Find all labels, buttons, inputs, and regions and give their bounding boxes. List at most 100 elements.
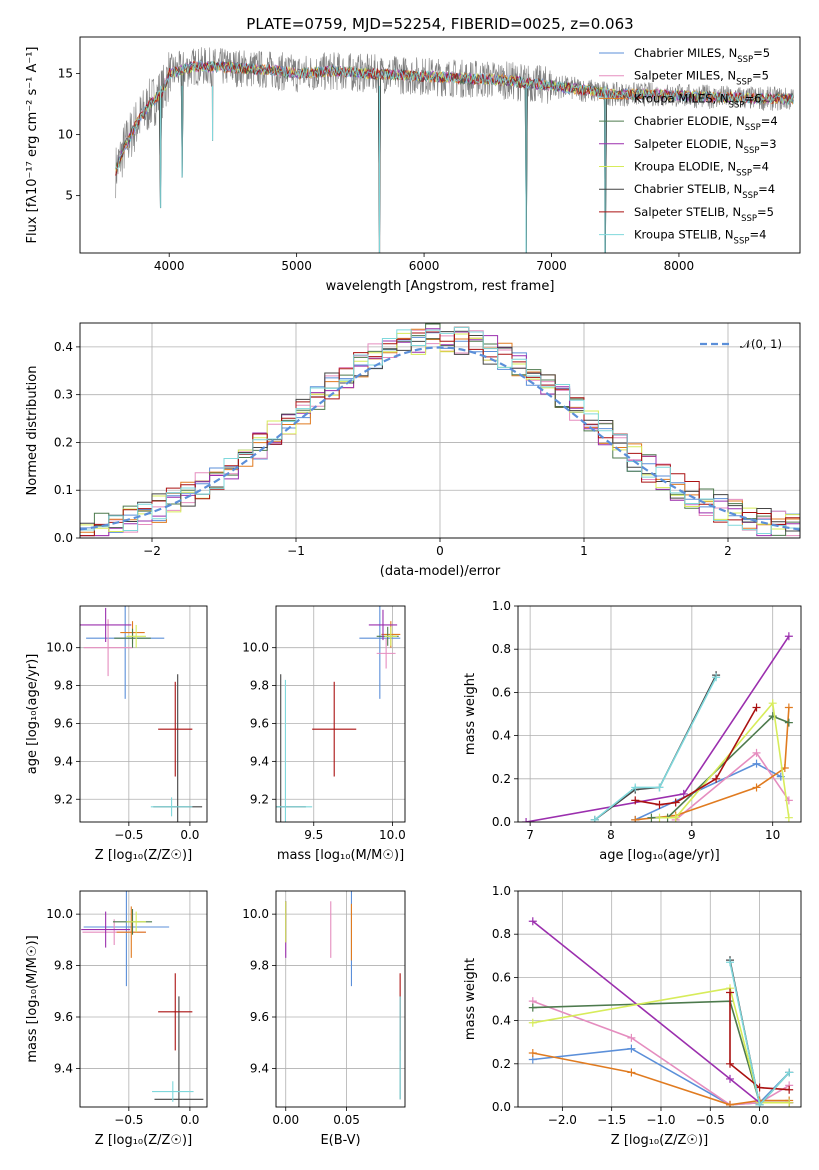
y-tick-label: 0.2 xyxy=(54,435,73,449)
x-tick-label: 10.0 xyxy=(379,828,406,842)
plot-area xyxy=(285,891,401,1100)
x-tick-label: −0.5 xyxy=(114,828,143,842)
series-line xyxy=(594,676,717,821)
plot-area xyxy=(115,47,794,253)
x-tick-label: 0.0 xyxy=(180,1113,199,1127)
model-line-kroupa-stelib xyxy=(115,60,794,170)
y-tick-label: 0.2 xyxy=(492,1057,511,1071)
legend-label: Chabrier ELODIE, NSSP=4 xyxy=(634,114,778,133)
y-tick-label: 15 xyxy=(58,67,73,81)
x-tick-label: −0.5 xyxy=(696,1113,725,1127)
x-tick-label: 6000 xyxy=(409,259,440,273)
legend-label: Salpeter STELIB, NSSP=5 xyxy=(634,205,774,224)
x-axis-label: mass [log₁₀(M/M☉)] xyxy=(277,848,404,863)
y-tick-label: 9.4 xyxy=(54,1061,73,1075)
y-tick-label: 1.0 xyxy=(492,884,511,898)
panel-age-vs-Z: −0.5 0.0 9.2 9.4 9.6 9.8 10.0 Z [log₁₀(Z/Z☉)] ag… xyxy=(25,605,208,863)
x-axis-label: (data-model)/error xyxy=(380,564,501,579)
series-salpeter-miles xyxy=(671,748,793,822)
series-line xyxy=(635,707,790,821)
series-marker xyxy=(768,699,777,708)
series-salpeter-elodie xyxy=(522,632,793,822)
x-tick-label: −1 xyxy=(287,544,305,558)
errorbar-point-kroupa-elodie xyxy=(126,624,146,648)
plot-area xyxy=(528,917,794,1107)
series-kroupa-elodie xyxy=(655,699,793,822)
y-tick-label: 9.6 xyxy=(54,1010,73,1024)
legend-label: 𝒩(0, 1) xyxy=(740,337,782,351)
errorbar-point-chabrier-miles xyxy=(83,891,170,987)
grid-lines xyxy=(276,891,405,1107)
plot-area xyxy=(81,891,204,1107)
series-marker xyxy=(726,1100,735,1107)
series-line xyxy=(532,987,790,1104)
series-marker xyxy=(655,813,664,822)
errorbar-point-kroupa-stelib xyxy=(276,679,313,822)
x-tick-label: 0.05 xyxy=(333,1113,360,1127)
y-axis-label: mass weight xyxy=(463,958,478,1040)
axes-frame xyxy=(517,890,802,1108)
errorbar-point-salpeter-stelib xyxy=(312,681,357,777)
series-kroupa-stelib xyxy=(726,958,794,1107)
series-marker xyxy=(655,800,664,809)
series-marker xyxy=(755,1100,764,1107)
y-tick-label: 9.4 xyxy=(250,1061,269,1075)
series-marker xyxy=(752,783,761,792)
x-tick-label: 0.0 xyxy=(750,1113,769,1127)
series-marker xyxy=(631,815,640,822)
y-tick-label: 5 xyxy=(65,189,73,203)
errorbar-point-salpeter-elodie xyxy=(81,911,131,948)
y-tick-label: 9.4 xyxy=(54,754,73,768)
y-tick-label: 9.8 xyxy=(250,679,269,693)
errorbar-point-salpeter-stelib xyxy=(158,973,193,1051)
axes-frame xyxy=(275,890,406,1108)
y-tick-label: 9.4 xyxy=(250,754,269,768)
y-tick-label: 0.2 xyxy=(492,772,511,786)
series-marker xyxy=(752,703,761,712)
series-marker xyxy=(655,783,664,792)
panel-massweight-vs-Z: −2.0 −1.5 −1.0 −0.5 0.0 0.0 0.2 0.4 0.6 0.8 1.0 Z [… xyxy=(463,884,802,1148)
errorbar-point-salpeter-miles xyxy=(376,638,396,669)
y-tick-label: 10 xyxy=(58,128,73,142)
series-marker xyxy=(631,796,640,805)
y-tick-label: 9.2 xyxy=(54,792,73,806)
x-tick-label: −2 xyxy=(143,544,161,558)
panel-spectrum: 4000 5000 6000 7000 8000 5 10 15 wavelength [Ang… xyxy=(25,36,801,294)
model-line-chabrier-miles xyxy=(115,60,794,253)
y-tick-label: 0.0 xyxy=(492,1100,511,1114)
series-chabrier-miles xyxy=(631,759,785,822)
errorbar-point-kroupa-elodie xyxy=(384,626,398,646)
series-marker xyxy=(528,1018,537,1027)
y-tick-label: 10.0 xyxy=(46,907,73,921)
x-tick-label: 0.00 xyxy=(272,1113,299,1127)
series-kroupa-miles xyxy=(631,703,793,822)
legend-label: Salpeter ELODIE, NSSP=3 xyxy=(634,137,777,156)
y-tick-label: 0.3 xyxy=(54,388,73,402)
x-tick-label: −1.0 xyxy=(646,1113,675,1127)
y-tick-label: 9.2 xyxy=(250,792,269,806)
x-tick-label: −0.5 xyxy=(114,1113,143,1127)
errorbar-point-kroupa-miles xyxy=(116,906,146,958)
legend-label: Chabrier MILES, NSSP=5 xyxy=(634,46,770,65)
axes-frame xyxy=(275,605,406,823)
series-kroupa-stelib xyxy=(590,673,721,822)
x-tick-label: 10 xyxy=(765,828,780,842)
y-tick-label: 0.4 xyxy=(54,340,73,354)
y-tick-label: 9.6 xyxy=(54,716,73,730)
legend: Chabrier MILES, NSSP=5 Salpeter MILES, NS… xyxy=(599,46,778,247)
y-tick-label: 0.0 xyxy=(492,815,511,829)
x-axis-label: wavelength [Angstrom, rest frame] xyxy=(326,279,555,294)
y-tick-label: 0.8 xyxy=(492,642,511,656)
series-marker xyxy=(755,1083,764,1092)
series-marker xyxy=(671,798,680,807)
grid-lines xyxy=(518,605,801,823)
series-line xyxy=(635,707,758,806)
y-tick-label: 9.8 xyxy=(54,679,73,693)
legend-label: Kroupa STELIB, NSSP=4 xyxy=(634,228,766,247)
y-tick-label: 9.6 xyxy=(250,1010,269,1024)
x-tick-label: 8000 xyxy=(664,259,695,273)
x-axis-label: Z [log₁₀(Z/Z☉)] xyxy=(95,1133,192,1148)
series-line xyxy=(594,674,717,821)
